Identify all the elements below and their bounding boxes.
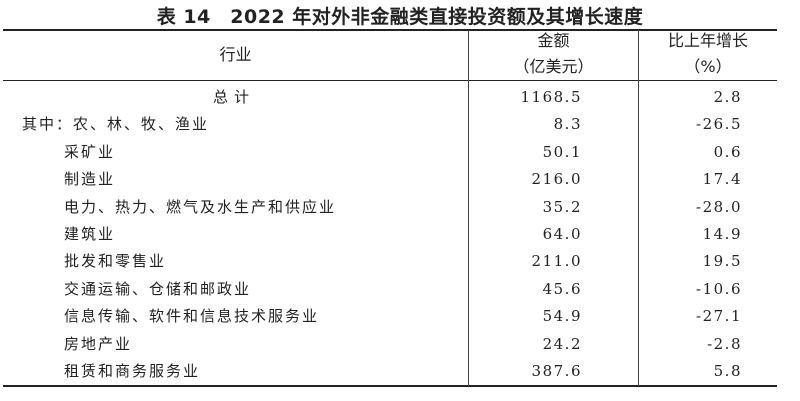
industry-cell: 信息传输、软件和信息技术服务业	[64, 307, 320, 326]
amount-cell: 54.9	[542, 307, 582, 326]
amount-cell: 50.1	[542, 142, 582, 161]
table-row: 房地产业 24.2 -2.8	[0, 331, 800, 358]
industry-cell: 房地产业	[64, 334, 133, 353]
header-growth-unit: （%）	[684, 57, 732, 76]
growth-cell: -26.5	[696, 115, 742, 134]
industry-cell: 批发和零售业	[64, 252, 167, 271]
industry-cell: 电力、热力、燃气及水生产和供应业	[64, 197, 337, 216]
growth-cell: -2.8	[707, 334, 742, 353]
amount-cell: 387.6	[531, 362, 582, 380]
table-row: 租赁和商务服务业 387.6 5.8	[0, 358, 800, 385]
table-row: 其中：农、林、牧、渔业 8.3 -26.5	[0, 111, 800, 138]
header-amount-unit: （亿美元）	[513, 57, 594, 76]
amount-cell: 1168.5	[520, 88, 582, 106]
amount-cell: 35.2	[542, 197, 582, 216]
amount-cell: 211.0	[531, 252, 582, 271]
industry-cell: 总计	[212, 88, 255, 106]
industry-cell: 租赁和商务服务业	[64, 362, 201, 380]
growth-cell: 14.9	[702, 225, 742, 243]
growth-cell: 17.4	[702, 170, 742, 189]
growth-cell: -28.0	[696, 197, 742, 216]
header-industry: 行业	[219, 45, 252, 64]
table-row: 制造业 216.0 17.4	[0, 166, 800, 193]
header-growth: 比上年增长 （%）	[639, 28, 777, 80]
table-row: 信息传输、软件和信息技术服务业 54.9 -27.1	[0, 303, 800, 330]
amount-cell: 45.6	[542, 279, 582, 298]
table-title: 表 14 2022 年对外非金融类直接投资额及其增长速度	[156, 6, 644, 28]
table-row: 总计 1168.5 2.8	[0, 84, 800, 111]
table-row: 批发和零售业 211.0 19.5	[0, 248, 800, 275]
growth-cell: -27.1	[696, 307, 742, 326]
industry-cell: 其中：农、林、牧、渔业	[22, 115, 210, 134]
industry-cell: 采矿业	[64, 142, 116, 161]
growth-cell: 2.8	[713, 88, 742, 106]
column-divider	[638, 30, 639, 386]
industry-cell: 制造业	[64, 170, 116, 189]
header-growth-label: 比上年增长	[667, 31, 748, 50]
bottom-rule	[3, 385, 777, 387]
table-row: 采矿业 50.1 0.6	[0, 139, 800, 166]
amount-cell: 64.0	[542, 225, 582, 243]
amount-cell: 24.2	[542, 334, 582, 353]
table-row: 建筑业 64.0 14.9	[0, 221, 800, 248]
table-row: 交通运输、仓储和邮政业 45.6 -10.6	[0, 276, 800, 303]
amount-cell: 216.0	[531, 170, 582, 189]
header-rule	[3, 80, 777, 81]
growth-cell: 5.8	[713, 362, 742, 380]
growth-cell: -10.6	[696, 279, 742, 298]
growth-cell: 0.6	[713, 142, 742, 161]
amount-cell: 8.3	[553, 115, 582, 134]
header-amount: 金额 （亿美元）	[469, 28, 638, 80]
industry-cell: 交通运输、仓储和邮政业	[64, 279, 252, 298]
top-rule	[3, 29, 777, 31]
industry-cell: 建筑业	[64, 225, 116, 243]
header-amount-label: 金额	[537, 31, 570, 50]
growth-cell: 19.5	[702, 252, 742, 271]
table-row: 电力、热力、燃气及水生产和供应业 35.2 -28.0	[0, 194, 800, 221]
column-divider	[468, 30, 469, 386]
